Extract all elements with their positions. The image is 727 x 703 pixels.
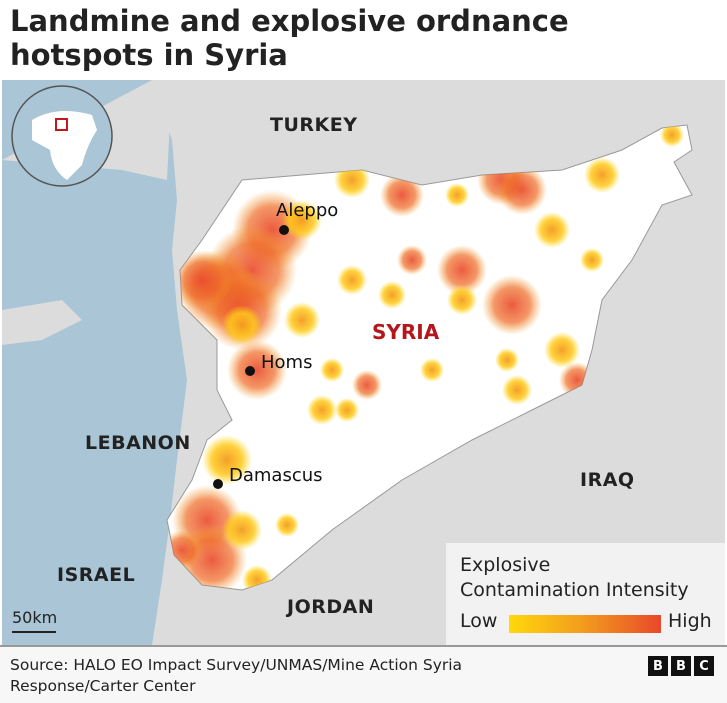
locator-box <box>55 118 68 131</box>
hotspot <box>222 305 262 345</box>
hotspot <box>495 348 519 372</box>
hotspot <box>534 212 570 248</box>
legend-low: Low <box>460 610 498 632</box>
label-damascus: Damascus <box>229 465 323 486</box>
hotspot <box>445 183 469 207</box>
legend-gradient <box>509 615 661 633</box>
hotspot <box>320 358 344 382</box>
label-iraq: IRAQ <box>580 469 635 491</box>
label-aleppo: Aleppo <box>276 200 339 221</box>
hotspot <box>352 370 382 400</box>
hotspot <box>437 245 487 295</box>
hotspot <box>307 395 337 425</box>
legend-title: Explosive Contamination Intensity <box>460 554 689 601</box>
label-turkey: TURKEY <box>270 114 358 136</box>
hotspot <box>275 513 299 537</box>
hotspot <box>580 248 604 272</box>
scale-label: 50km <box>12 608 58 627</box>
hotspot <box>380 173 424 217</box>
aleppo-dot <box>279 225 289 235</box>
hotspot <box>420 358 444 382</box>
hotspot <box>227 340 287 400</box>
hotspot <box>222 510 262 550</box>
label-israel: ISRAEL <box>57 564 136 586</box>
hotspot <box>502 375 532 405</box>
hotspot <box>282 200 322 240</box>
hotspot <box>544 332 580 368</box>
label-syria: SYRIA <box>372 320 440 344</box>
hotspot <box>584 157 620 193</box>
cyprus <box>2 300 82 345</box>
homs-dot <box>245 366 255 376</box>
scale-bar <box>12 631 56 633</box>
footer: Source: HALO EO Impact Survey/UNMAS/Mine… <box>0 645 727 703</box>
syria-map <box>2 80 725 645</box>
globe-landmass <box>32 111 97 180</box>
hotspot-layer <box>167 125 684 590</box>
label-homs: Homs <box>261 352 313 373</box>
label-jordan: JORDAN <box>287 596 375 618</box>
legend-high: High <box>668 610 712 632</box>
mediterranean-sea <box>2 80 187 645</box>
hotspot <box>397 245 427 275</box>
hotspot <box>447 285 477 315</box>
hotspot <box>660 125 684 147</box>
hotspot <box>202 435 252 485</box>
label-lebanon: LEBANON <box>85 432 191 454</box>
damascus-dot <box>213 479 223 489</box>
hotspot <box>172 250 232 310</box>
hotspot <box>497 165 547 215</box>
hotspot <box>284 302 320 338</box>
hotspot <box>482 275 542 335</box>
hotspot <box>337 265 367 295</box>
page-title: Landmine and explosive ordnance hotspots… <box>10 4 569 72</box>
legend: Explosive Contamination Intensity Low Hi… <box>446 543 725 645</box>
source-text: Source: HALO EO Impact Survey/UNMAS/Mine… <box>10 656 463 695</box>
hotspot <box>378 281 406 309</box>
hotspot <box>335 398 359 422</box>
